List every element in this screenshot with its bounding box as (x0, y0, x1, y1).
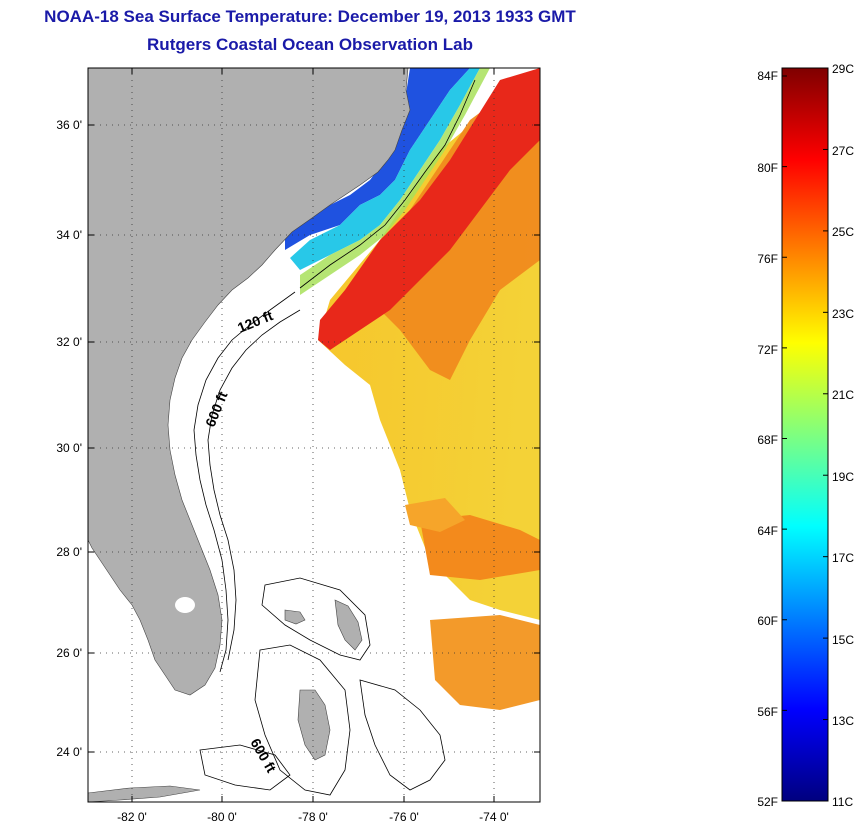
land-us-coast (88, 68, 411, 696)
contour-cuba-bank (199, 744, 291, 791)
lat-label: 36 0' (56, 118, 82, 132)
lake-okeechobee (175, 597, 195, 613)
sst-patch-mid (405, 498, 465, 532)
lon-label: -80 0' (207, 810, 237, 824)
lon-label: -76 0' (389, 810, 419, 824)
colorbar-f-label: 80F (757, 161, 778, 175)
colorbar-f-label: 56F (757, 705, 778, 719)
lat-label: 24 0' (56, 745, 82, 759)
colorbar-c-label: 19C (832, 470, 854, 484)
sst-transition (300, 68, 490, 295)
colorbar-f-label: 68F (757, 433, 778, 447)
colorbar-f-label: 60F (757, 614, 778, 628)
lat-label: 32 0' (56, 335, 82, 349)
colorbar-c-label: 25C (832, 225, 854, 239)
colorbar-c-label: 13C (832, 714, 854, 728)
colorbar-c-label: 15C (832, 633, 854, 647)
lon-label: -74 0' (479, 810, 509, 824)
colorbar-c-label: 21C (832, 388, 854, 402)
land-grand-bahama (284, 609, 306, 625)
lat-label: 28 0' (56, 545, 82, 559)
sst-cool-fringe (290, 68, 480, 270)
lat-label: 34 0' (56, 228, 82, 242)
colorbar-f-label: 76F (757, 252, 778, 266)
contour-600ft (207, 309, 301, 661)
map-subtitle: Rutgers Coastal Ocean Observation Lab (147, 35, 473, 54)
colorbar-ticks (782, 67, 828, 802)
sst-warm-patches (420, 515, 540, 580)
colorbar-f-label: 84F (757, 69, 778, 83)
lat-label: 30 0' (56, 441, 82, 455)
colorbar-f-label: 72F (757, 343, 778, 357)
land-andros (297, 689, 331, 761)
map-title: NOAA-18 Sea Surface Temperature: Decembe… (44, 7, 576, 26)
colorbar-c-label: 17C (832, 551, 854, 565)
lon-label: -82 0' (117, 810, 147, 824)
contour-bahamas (261, 577, 371, 661)
contour-bahamas-south (254, 644, 351, 796)
land-bahamas-north (334, 599, 363, 651)
colorbar-c-label: 29C (832, 62, 854, 76)
sst-patch-south (430, 615, 540, 710)
graticule (88, 68, 540, 802)
lat-label: 26 0' (56, 646, 82, 660)
colorbar-c-label: 27C (832, 144, 854, 158)
contour-exumas (359, 679, 446, 791)
axis-ticks (88, 68, 540, 802)
colorbar-gradient (781, 67, 829, 802)
colorbar-c-label: 11C (832, 795, 853, 809)
contour-120ft (193, 291, 296, 673)
colorbar-c-label: 23C (832, 307, 854, 321)
lon-label: -78 0' (298, 810, 328, 824)
colorbar-f-label: 64F (757, 524, 778, 538)
colorbar-f-label: 52F (757, 795, 778, 809)
sst-gulfstream-core (318, 68, 540, 350)
map-frame (87, 67, 541, 803)
